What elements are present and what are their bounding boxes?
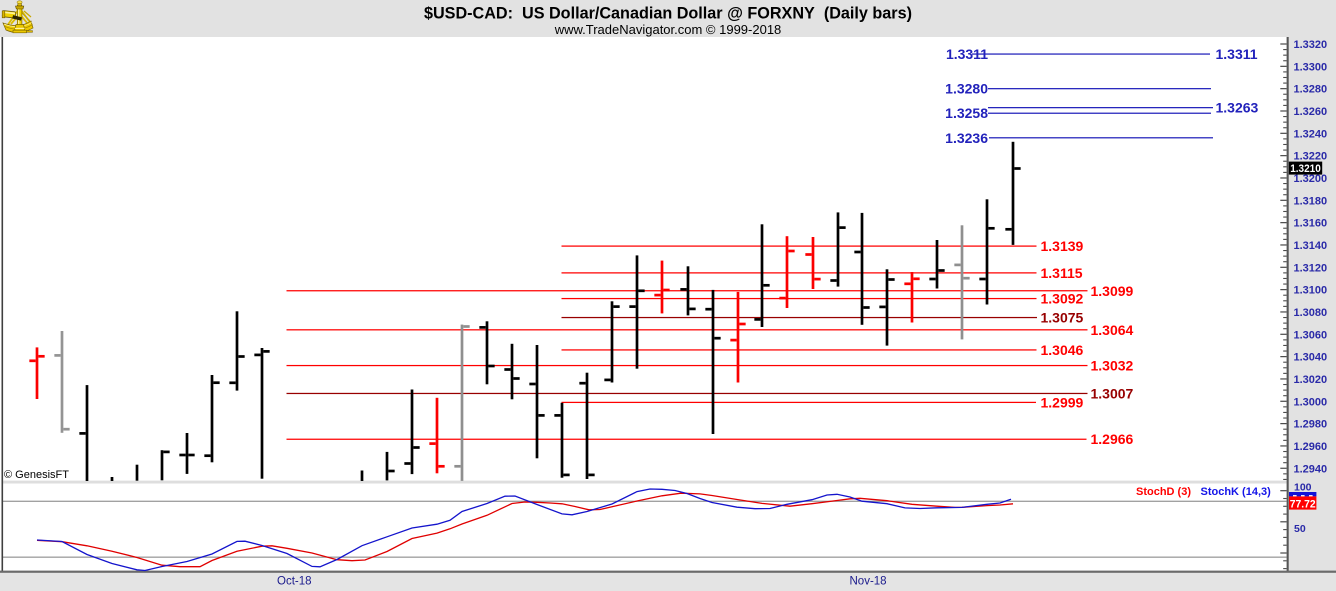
svg-text:1.3140: 1.3140 <box>1294 240 1328 252</box>
svg-text:1.3240: 1.3240 <box>1294 128 1328 140</box>
svg-text:1.3210: 1.3210 <box>1290 163 1321 175</box>
svg-text:1.3263: 1.3263 <box>1216 100 1259 116</box>
svg-text:1.2940: 1.2940 <box>1294 463 1328 475</box>
svg-text:77.72: 77.72 <box>1290 498 1316 510</box>
svg-text:1.3139: 1.3139 <box>1041 238 1084 254</box>
svg-text:1.3320: 1.3320 <box>1294 39 1328 51</box>
svg-text:1.3220: 1.3220 <box>1294 151 1328 163</box>
svg-text:1.3092: 1.3092 <box>1041 291 1084 307</box>
svg-text:1.3280: 1.3280 <box>945 81 988 97</box>
svg-text:1.3100: 1.3100 <box>1294 285 1328 297</box>
svg-text:www.TradeNavigator.com © 1999-: www.TradeNavigator.com © 1999-2018 <box>554 22 782 37</box>
svg-text:1.3040: 1.3040 <box>1294 352 1328 364</box>
svg-text:1.3064: 1.3064 <box>1091 322 1134 338</box>
svg-text:1.3099: 1.3099 <box>1091 283 1134 299</box>
svg-text:1.3060: 1.3060 <box>1294 329 1328 341</box>
svg-text:1.3032: 1.3032 <box>1091 358 1134 374</box>
svg-text:1.3236: 1.3236 <box>945 130 988 146</box>
svg-text:1.3300: 1.3300 <box>1294 61 1328 73</box>
svg-text:1.3120: 1.3120 <box>1294 262 1328 274</box>
svg-text:StochD (3): StochD (3) <box>1136 486 1191 498</box>
svg-text:1.3260: 1.3260 <box>1294 106 1328 118</box>
svg-text:1.3180: 1.3180 <box>1294 195 1328 207</box>
svg-text:1.3075: 1.3075 <box>1041 310 1084 326</box>
svg-text:1.3020: 1.3020 <box>1294 374 1328 386</box>
svg-text:1.2966: 1.2966 <box>1091 431 1134 447</box>
svg-text:1.3311: 1.3311 <box>946 46 988 62</box>
svg-text:$USD-CAD: US Dollar/Canadian: $USD-CAD: US Dollar/Canadian Dollar @ FO… <box>424 4 912 22</box>
svg-text:© GenesisFT: © GenesisFT <box>4 469 69 481</box>
svg-text:1.2999: 1.2999 <box>1041 394 1084 410</box>
svg-text:1.3160: 1.3160 <box>1294 218 1328 230</box>
svg-text:1.3258: 1.3258 <box>945 105 988 121</box>
svg-text:1.2960: 1.2960 <box>1294 441 1328 453</box>
svg-text:1.3080: 1.3080 <box>1294 307 1328 319</box>
svg-text:50: 50 <box>1294 523 1306 535</box>
svg-text:1.2980: 1.2980 <box>1294 419 1328 431</box>
svg-text:100: 100 <box>1294 481 1312 493</box>
svg-text:StochK (14,3): StochK (14,3) <box>1201 486 1272 498</box>
svg-text:1.3007: 1.3007 <box>1091 385 1134 401</box>
svg-text:Nov-18: Nov-18 <box>850 575 887 587</box>
svg-text:Oct-18: Oct-18 <box>277 575 312 587</box>
svg-text:1.3311: 1.3311 <box>1216 46 1258 62</box>
svg-text:1.3280: 1.3280 <box>1294 84 1328 96</box>
svg-text:1.3000: 1.3000 <box>1294 396 1328 408</box>
svg-text:1.3115: 1.3115 <box>1041 265 1083 281</box>
svg-text:1.3200: 1.3200 <box>1294 173 1328 185</box>
svg-text:1.3046: 1.3046 <box>1041 342 1084 358</box>
